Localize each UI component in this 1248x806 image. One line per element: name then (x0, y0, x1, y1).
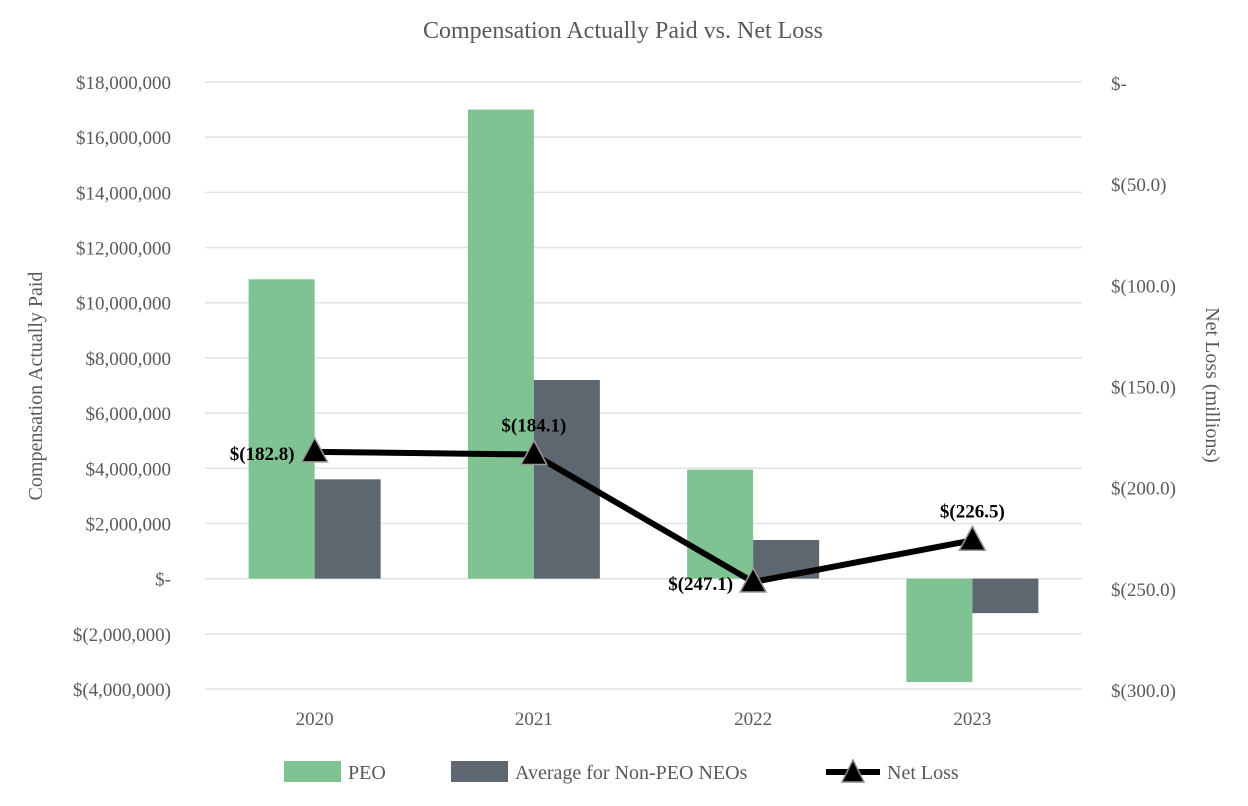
data-labels: $(182.8) $(184.1) $(247.1) $(226.5) (230, 415, 1005, 594)
net-loss-marker (958, 524, 987, 552)
bar-peo-2020 (248, 279, 315, 579)
y-tick-label: $(4,000,000) (73, 680, 171, 701)
x-tick-label: 2022 (734, 709, 772, 730)
legend: PEO Average for Non-PEO NEOs Net Loss (284, 758, 959, 784)
y2-tick-label: $- (1111, 74, 1127, 95)
net-loss-data-label: $(182.8) (230, 444, 295, 465)
y-tick-label: $(2,000,000) (73, 625, 171, 646)
net-loss-marker (519, 438, 549, 466)
bars (248, 109, 1039, 683)
y2-tick-label: $(300.0) (1111, 681, 1176, 702)
y-tick-label: $18,000,000 (76, 73, 171, 94)
legend-swatch-peo (284, 761, 341, 782)
x-tick-label: 2021 (515, 709, 553, 730)
y-tick-label: $14,000,000 (76, 183, 171, 204)
bar-peo-2023 (906, 578, 973, 683)
y-tick-label: $4,000,000 (86, 459, 172, 480)
legend-label-non-peo: Average for Non-PEO NEOs (515, 762, 748, 784)
y2-tick-label: $(100.0) (1111, 276, 1176, 297)
net-loss-data-label: $(184.1) (501, 415, 566, 436)
y-tick-label: $6,000,000 (86, 404, 172, 425)
legend-triangle-icon (840, 758, 866, 783)
y-tick-label: $10,000,000 (76, 294, 171, 315)
bar-non-peo-2021 (533, 379, 600, 579)
legend-swatch-non-peo (451, 761, 508, 782)
legend-label-peo: PEO (348, 762, 386, 784)
right-axis-ticks: $- $(50.0) $(100.0) $(150.0) $(200.0) $(250.0… (1111, 74, 1176, 702)
y-axis-label: Compensation Actually Paid (25, 272, 47, 501)
y-tick-label: $12,000,000 (76, 239, 171, 260)
y2-tick-label: $(150.0) (1111, 378, 1176, 399)
y2-tick-label: $(200.0) (1111, 479, 1176, 500)
chart-title: Compensation Actually Paid vs. Net Loss (423, 18, 823, 44)
net-loss-data-label: $(247.1) (668, 574, 733, 595)
y2-axis-label: Net Loss (millions) (1201, 307, 1223, 463)
y-tick-label: $2,000,000 (86, 514, 172, 535)
x-tick-label: 2020 (296, 709, 334, 730)
net-loss-polyline (314, 448, 973, 585)
x-axis-ticks: 2020 2021 2022 2023 (296, 709, 992, 730)
net-loss-marker (738, 566, 768, 593)
y2-tick-label: $(250.0) (1111, 580, 1176, 601)
y-tick-label: $- (155, 570, 171, 591)
net-loss-line (300, 436, 987, 593)
legend-label-net-loss: Net Loss (887, 762, 959, 784)
bar-non-peo-2023 (972, 578, 1039, 614)
left-axis-ticks: $18,000,000 $16,000,000 $14,000,000 $12,000… (73, 73, 171, 701)
y-tick-label: $8,000,000 (86, 349, 172, 370)
bar-non-peo-2020 (314, 479, 381, 579)
y-tick-label: $16,000,000 (76, 128, 171, 149)
x-tick-label: 2023 (953, 709, 991, 730)
net-loss-data-label: $(226.5) (940, 501, 1005, 522)
y2-tick-label: $(50.0) (1111, 175, 1166, 196)
net-loss-marker (300, 436, 329, 463)
bar-peo-2021 (467, 109, 534, 579)
